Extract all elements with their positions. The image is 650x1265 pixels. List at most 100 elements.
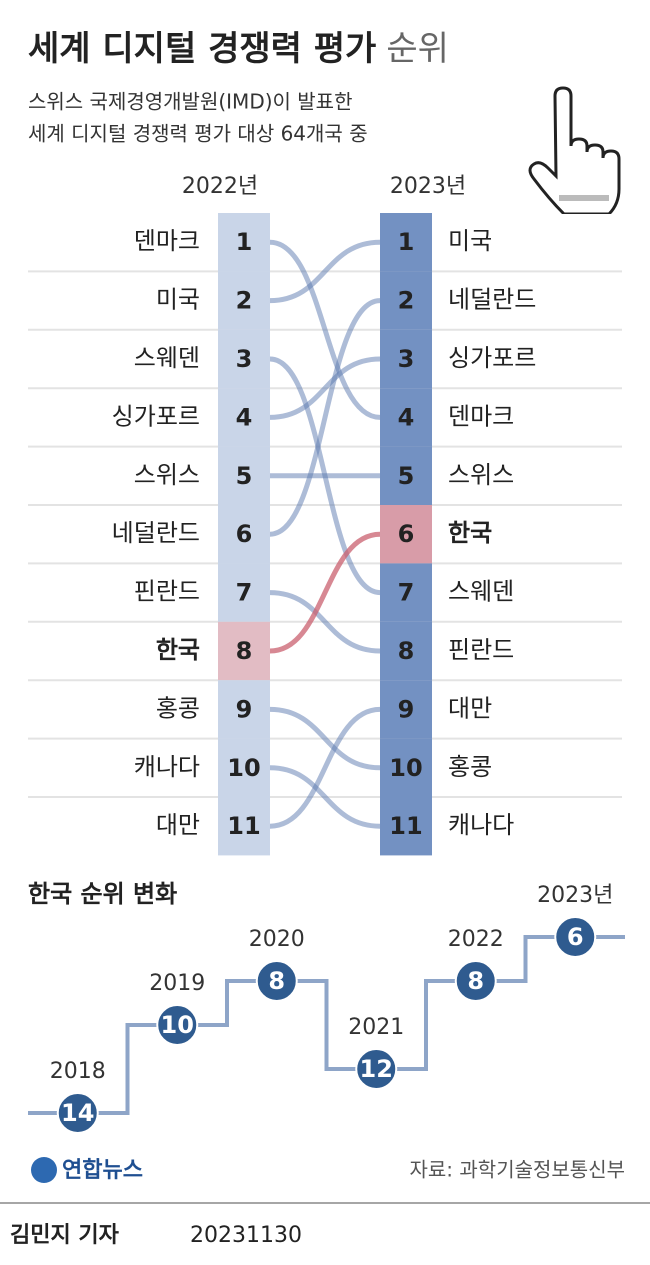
source: 자료: 과학기술정보통신부 [410, 1158, 626, 1182]
country-2022: 핀란드 [134, 578, 200, 606]
rank-box-2023 [380, 329, 432, 389]
step-chart: 한국 순위 변화 14 2018 10 2019 8 2020 12 2021 8 2022 6 202… [28, 880, 625, 1134]
rank-label: 9 [398, 695, 415, 723]
country-2023: 캐나다 [448, 811, 514, 839]
country-2022: 스웨덴 [134, 344, 200, 372]
rank-box-2023 [380, 388, 432, 447]
rank-label: 7 [398, 579, 415, 607]
row-background [28, 622, 622, 680]
row-background [28, 330, 622, 388]
rank-box-2023 [380, 505, 432, 564]
rank-label: 11 [227, 812, 260, 840]
year-label: 2023년 [537, 883, 613, 908]
rank-label: 7 [236, 579, 253, 607]
rank-box-2023 [380, 446, 432, 505]
column-header: 2022년 [182, 174, 258, 199]
rank-label: 6 [398, 520, 415, 548]
rank-label: 10 [389, 754, 422, 782]
rank-marker [56, 1092, 99, 1134]
country-2022: 네덜란드 [112, 519, 200, 547]
title-suffix: 순위 [386, 29, 449, 69]
country-2023: 핀란드 [448, 636, 514, 664]
country-2022: 홍콩 [156, 694, 200, 722]
country-2022: 캐나다 [134, 753, 200, 781]
hand-icon [528, 86, 621, 216]
rank-box-2022 [218, 505, 270, 564]
rank-box-2023 [380, 797, 432, 856]
country-2023: 스웨덴 [448, 578, 514, 606]
rank-connector [269, 239, 381, 304]
country-2022: 대만 [156, 811, 200, 839]
rank-connector [269, 239, 381, 420]
rank-box-2022 [218, 563, 270, 622]
rank-marker [454, 960, 497, 1002]
country-2022: 덴마크 [134, 227, 200, 255]
rank-marker-label: 10 [161, 1011, 194, 1039]
country-2022: 싱가포르 [112, 402, 200, 430]
rank-box-2022 [218, 388, 270, 447]
country-2023: 미국 [448, 227, 492, 255]
date: 20231130 [190, 1223, 302, 1248]
logo: 연합뉴스 [31, 1157, 143, 1183]
rank-connector [269, 356, 381, 420]
rank-marker-label: 8 [467, 967, 484, 995]
rank-box-2023 [380, 738, 432, 797]
connector-lines [269, 239, 381, 829]
rank-label: 1 [236, 228, 253, 256]
rank-label: 9 [236, 695, 253, 723]
rank-marker [156, 1004, 199, 1046]
rank-marker [355, 1048, 398, 1090]
rank-connector [269, 298, 381, 537]
rank-label: 3 [236, 345, 253, 373]
rank-label: 10 [227, 754, 260, 782]
rank-marker-label: 12 [360, 1055, 393, 1083]
rank-box-2023 [380, 621, 432, 681]
rank-box-2022 [218, 680, 270, 739]
rank-label: 5 [236, 462, 253, 490]
row-background [28, 214, 622, 271]
rank-marker [554, 916, 597, 958]
rank-marker-label: 6 [567, 923, 584, 951]
rank-box-2022 [218, 797, 270, 856]
year-label: 2022 [448, 927, 504, 952]
rank-marker-label: 14 [61, 1099, 94, 1127]
rank-box-2022 [218, 213, 270, 272]
subtitle-line: 스위스 국제경영개발원(IMD)이 발표한 [28, 90, 352, 114]
country-2023: 덴마크 [448, 402, 514, 430]
rank-label: 4 [398, 403, 415, 431]
rank-box-2022 [218, 446, 270, 505]
row-background [28, 681, 622, 738]
logo-text: 연합뉴스 [62, 1157, 143, 1183]
rank-box-2022 [218, 621, 270, 681]
rank-label: 4 [236, 403, 253, 431]
country-2023: 한국 [448, 519, 492, 547]
title-main: 세계 디지털 경쟁력 평가 [28, 29, 376, 69]
rank-label: 11 [389, 812, 422, 840]
year-label: 2019 [149, 971, 205, 996]
reporter: 김민지 기자 [10, 1223, 120, 1248]
rank-label: 8 [398, 637, 415, 665]
rank-box-2022 [218, 271, 270, 330]
country-2023: 대만 [448, 694, 492, 722]
rank-label: 8 [236, 637, 253, 665]
logo-mark [31, 1157, 57, 1183]
rank-label: 1 [398, 228, 415, 256]
step-line [28, 935, 625, 1115]
country-2022: 스위스 [134, 461, 200, 489]
year-label: 2018 [50, 1059, 106, 1084]
rank-label: 6 [236, 520, 253, 548]
row-background [28, 272, 622, 329]
title: 세계 디지털 경쟁력 평가 순위 [28, 29, 449, 69]
country-2022: 미국 [156, 286, 200, 314]
country-2023: 네덜란드 [448, 286, 536, 314]
rank-marker-label: 8 [268, 967, 285, 995]
subtitle-line: 세계 디지털 경쟁력 평가 대상 64개국 중 [28, 122, 368, 146]
hand-shadow [559, 195, 609, 201]
country-2023: 싱가포르 [448, 344, 536, 372]
rank-connector [269, 706, 381, 771]
rank-label: 2 [236, 287, 253, 315]
